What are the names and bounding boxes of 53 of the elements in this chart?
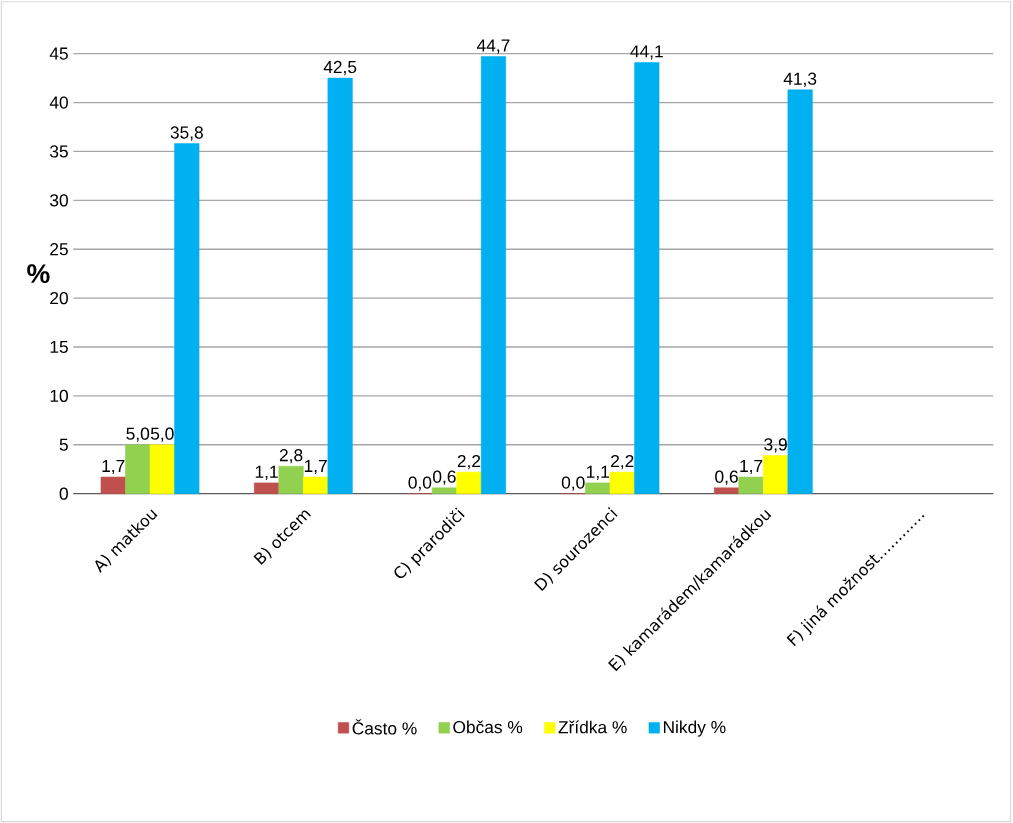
data-label: 44,1: [630, 45, 663, 60]
data-label: 1,1: [587, 465, 609, 480]
bar: [278, 466, 304, 494]
legend-label: Nikdy %: [663, 720, 726, 737]
y-tick-label: 20: [50, 291, 68, 305]
data-label: 1,7: [102, 459, 125, 475]
data-label: 0,0: [561, 476, 585, 491]
y-tick-label: 0: [59, 487, 68, 500]
y-tick-label: 45: [49, 47, 68, 60]
data-label: 42,5: [323, 60, 357, 76]
data-label: 2,8: [279, 449, 303, 464]
bar: [327, 77, 353, 494]
data-label: 2,2: [457, 454, 481, 470]
data-label: 0,6: [433, 470, 456, 485]
bar: [480, 56, 507, 494]
bar: [303, 476, 329, 494]
y-tick-label: 35: [50, 145, 68, 158]
bar: [609, 471, 635, 494]
data-label: 2,2: [611, 454, 634, 470]
bar: [174, 143, 200, 494]
legend-label: Zřídka %: [558, 720, 627, 734]
legend-label: Občas %: [453, 720, 523, 734]
data-label: 1,7: [304, 459, 327, 475]
y-tick-label: 15: [50, 340, 68, 354]
bar: [585, 482, 611, 494]
legend-label: Často %: [352, 719, 417, 735]
y-tick-label: 5: [59, 438, 68, 451]
data-label: 1,1: [255, 465, 278, 480]
data-label: 1,7: [740, 459, 763, 475]
y-tick-label: 30: [50, 194, 68, 207]
data-label: 41,3: [783, 72, 817, 87]
bar: [125, 444, 151, 494]
data-label: 44,7: [477, 39, 510, 54]
bar: [738, 476, 764, 494]
data-label: 3,9: [764, 438, 787, 453]
data-label: 5,0: [150, 427, 174, 442]
bar: [787, 89, 813, 494]
data-label: 0,0: [408, 476, 432, 491]
y-tick-label: 40: [49, 96, 68, 109]
y-tick-label: 10: [50, 389, 68, 403]
bar: [763, 455, 789, 494]
bar: [254, 482, 280, 494]
bar: [714, 487, 740, 494]
bar: [100, 476, 126, 494]
data-label: 35,8: [170, 126, 203, 141]
y-axis-title: %: [27, 264, 50, 284]
bar: [456, 471, 482, 494]
data-label: 0,6: [715, 470, 738, 485]
bar: [149, 444, 175, 494]
data-label: 5,0: [126, 427, 150, 442]
y-tick-label: 25: [50, 243, 68, 256]
bar: [431, 487, 457, 494]
bar: [634, 62, 660, 494]
